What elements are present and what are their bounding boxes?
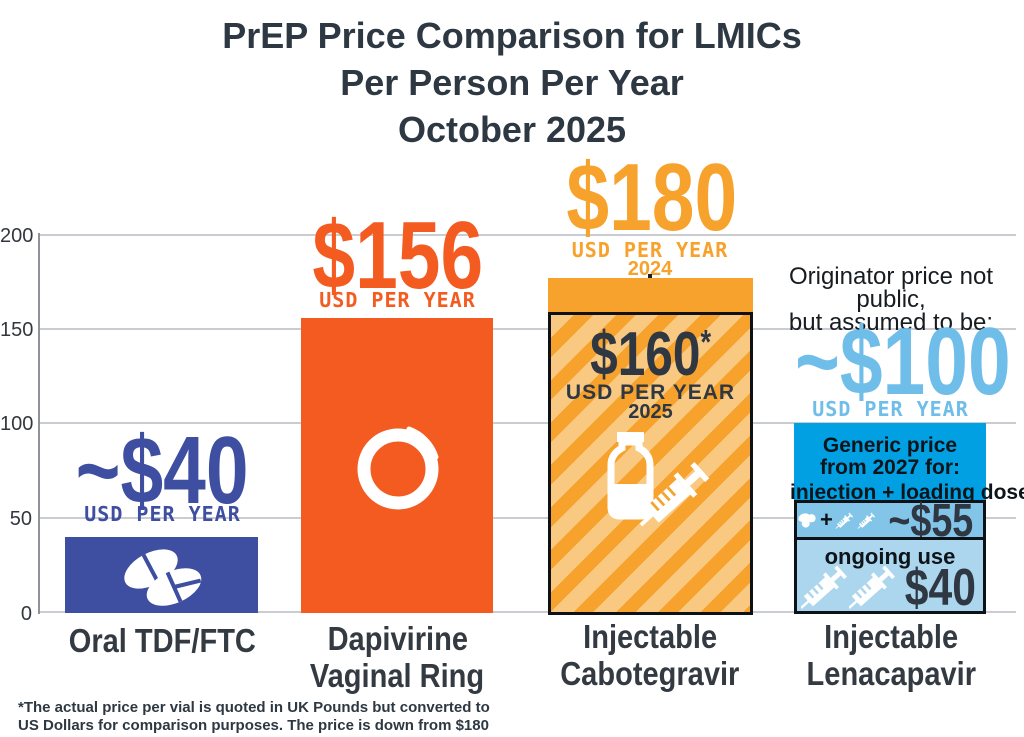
y-tick-0: 0: [20, 603, 32, 625]
cab-bar-2025: $160* USD PER YEAR 2025: [548, 312, 753, 615]
oral-unit: USD PER YEAR: [84, 502, 241, 526]
cab-asterisk: *: [700, 323, 711, 362]
gridline-200: [38, 234, 1016, 236]
cab-year-2024: 2024: [627, 258, 673, 280]
y-tick-150: 150: [0, 319, 34, 341]
footnote: *The actual price per vial is quoted in …: [18, 699, 490, 737]
vial-syringe-icon: [607, 432, 710, 527]
len-price: ~$100: [794, 308, 1011, 415]
len-loading-label: injection + loading dose: [790, 481, 1024, 504]
syringe-icon: [801, 565, 847, 609]
cab-bar-2024-cap: [548, 278, 753, 318]
y-axis-line: [38, 233, 40, 614]
vaginal-ring-icon: [357, 426, 439, 510]
y-tick-200: 200: [0, 225, 34, 247]
ring-category-label: Dapivirine Vaginal Ring: [310, 620, 485, 694]
len-generic-heading: Generic price from 2027 for:: [819, 434, 961, 479]
len-unit: USD PER YEAR: [812, 397, 969, 421]
len-ongoing-label: ongoing use: [824, 544, 956, 569]
cab-year-2025: 2025: [628, 401, 673, 423]
chart-title-line3: October 2025: [397, 109, 627, 150]
len-originator-note: Originator price not public, but assumed…: [788, 263, 994, 336]
len-bar-loading-dose: +: [794, 494, 986, 546]
gridline-0: [38, 611, 1016, 613]
cab-price-2025: $160*: [590, 320, 711, 389]
gridline-150: [38, 328, 1016, 330]
gridline-100: [38, 422, 1016, 424]
len-ongoing-price: $40: [904, 559, 976, 617]
gridline-50: [38, 517, 1016, 519]
cab-price-2024: $180: [566, 144, 738, 251]
plus-sign: +: [819, 507, 833, 532]
chart-title-line2: Per Person Per Year: [340, 62, 684, 103]
syringe-icon: [835, 512, 853, 529]
y-tick-100: 100: [0, 413, 34, 435]
oral-price: ~$40: [75, 417, 249, 524]
len-loading-price: ~$55: [888, 494, 974, 546]
len-bar-ongoing: ongoing use: [794, 537, 986, 614]
chart-title: PrEP Price Comparison for LMICs Per Pers…: [0, 12, 1024, 153]
syringe-icon: [849, 565, 895, 609]
pills-icon-small: [798, 513, 816, 528]
y-tick-50: 50: [9, 508, 32, 530]
len-category-label: Injectable Lenacapavir: [806, 618, 976, 692]
oral-bar: [65, 537, 258, 613]
ring-price: $156: [312, 202, 483, 309]
len-bar-originator: Generic price from 2027 for: injection +…: [790, 423, 1024, 504]
cab-category-label: Injectable Cabotegravir: [560, 618, 740, 692]
cab-unit-2025: USD PER YEAR: [565, 381, 736, 404]
oral-category-label: Oral TDF/FTC: [68, 622, 257, 659]
cab-unit-2024: USD PER YEAR: [571, 238, 729, 262]
pills-icon: [124, 549, 202, 606]
syringe-icon: [857, 512, 876, 529]
ring-bar: [301, 318, 493, 613]
ring-unit: USD PER YEAR: [319, 288, 476, 312]
chart-title-line1: PrEP Price Comparison for LMICs: [222, 15, 802, 56]
